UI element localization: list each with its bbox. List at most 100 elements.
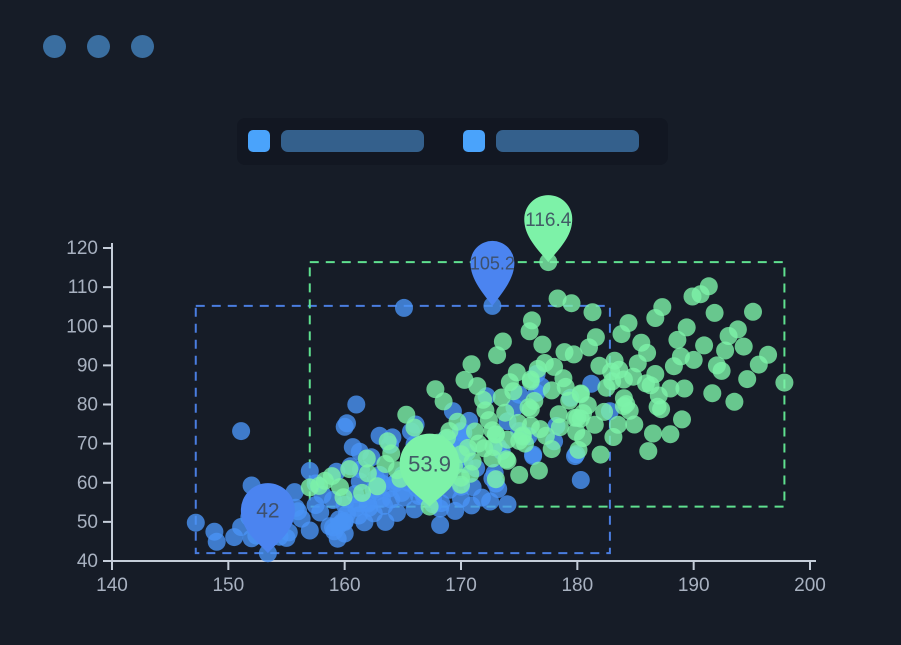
scatter-point-series-blue[interactable] — [355, 513, 374, 532]
scatter-point-series-green[interactable] — [548, 289, 567, 308]
scatter-point-series-blue[interactable] — [375, 496, 394, 515]
window-dot-1[interactable] — [43, 35, 66, 58]
scatter-point-series-green[interactable] — [340, 460, 359, 479]
scatter-point-series-blue[interactable] — [392, 483, 411, 502]
scatter-point-series-green[interactable] — [475, 439, 494, 458]
scatter-point-series-green[interactable] — [597, 378, 616, 397]
scatter-point-series-blue[interactable] — [347, 498, 366, 517]
scatter-point-series-green[interactable] — [775, 373, 794, 392]
scatter-point-series-green[interactable] — [368, 477, 387, 496]
scatter-point-series-blue[interactable] — [343, 438, 362, 457]
scatter-point-series-green[interactable] — [539, 253, 558, 272]
legend-item-series-green[interactable] — [463, 130, 639, 152]
scatter-point-series-blue[interactable] — [335, 417, 354, 436]
scatter-point-series-green[interactable] — [496, 403, 515, 422]
scatter-point-series-green[interactable] — [459, 438, 477, 457]
scatter-point-series-green[interactable] — [533, 335, 552, 354]
scatter-point-series-green[interactable] — [725, 392, 744, 411]
scatter-point-series-blue[interactable] — [311, 503, 330, 522]
scatter-point-series-green[interactable] — [493, 332, 512, 351]
scatter-point-series-green[interactable] — [699, 277, 718, 296]
scatter-point-series-green[interactable] — [479, 411, 498, 430]
scatter-point-series-green[interactable] — [519, 398, 538, 417]
scatter-point-series-green[interactable] — [591, 445, 610, 464]
scatter-point-series-green[interactable] — [529, 461, 548, 480]
scatter-point-series-green[interactable] — [578, 396, 597, 415]
scatter-point-series-blue[interactable] — [186, 513, 205, 532]
mark-point-pin-min-series-green[interactable] — [399, 433, 460, 507]
scatter-point-series-green[interactable] — [455, 370, 474, 389]
scatter-point-series-blue[interactable] — [258, 544, 277, 563]
scatter-point-series-green[interactable] — [357, 449, 376, 468]
scatter-point-series-green[interactable] — [353, 483, 372, 502]
scatter-point-series-green[interactable] — [668, 330, 687, 349]
scatter-point-series-green[interactable] — [466, 422, 484, 441]
scatter-point-series-green[interactable] — [448, 412, 467, 431]
scatter-point-series-blue[interactable] — [405, 500, 424, 519]
scatter-point-series-green[interactable] — [567, 422, 586, 441]
scatter-point-series-green[interactable] — [461, 464, 480, 483]
scatter-point-series-green[interactable] — [653, 298, 672, 317]
scatter-point-series-green[interactable] — [528, 359, 547, 378]
scatter-point-series-blue[interactable] — [571, 471, 590, 489]
scatter-point-series-green[interactable] — [728, 320, 747, 339]
scatter-point-series-green[interactable] — [486, 425, 505, 444]
scatter-point-series-green[interactable] — [523, 311, 541, 330]
window-dot-3[interactable] — [131, 35, 154, 58]
scatter-point-series-green[interactable] — [673, 410, 691, 429]
scatter-point-series-green[interactable] — [509, 413, 527, 432]
scatter-point-series-green[interactable] — [705, 303, 724, 322]
scatter-point-series-green[interactable] — [426, 380, 445, 399]
scatter-point-series-green[interactable] — [716, 341, 735, 360]
scatter-point-series-green[interactable] — [595, 402, 614, 421]
scatter-point-series-green[interactable] — [648, 397, 667, 416]
scatter-point-series-green[interactable] — [639, 442, 658, 461]
scatter-point-series-green[interactable] — [661, 425, 680, 444]
scatter-point-series-green[interactable] — [549, 405, 568, 424]
scatter-point-series-green[interactable] — [554, 369, 573, 388]
scatter-point-series-green[interactable] — [580, 338, 598, 357]
scatter-point-series-green[interactable] — [734, 337, 753, 356]
scatter-point-series-green[interactable] — [637, 374, 655, 393]
scatter-point-series-green[interactable] — [619, 314, 638, 333]
scatter-point-series-blue[interactable] — [347, 395, 366, 414]
scatter-point-series-green[interactable] — [759, 345, 778, 364]
scatter-point-series-green[interactable] — [497, 450, 516, 469]
scatter-point-series-green[interactable] — [510, 431, 529, 450]
scatter-point-series-green[interactable] — [486, 470, 505, 489]
scatter-point-series-blue[interactable] — [498, 495, 517, 514]
scatter-point-series-green[interactable] — [625, 415, 644, 434]
scatter-point-series-green[interactable] — [510, 465, 529, 484]
scatter-point-series-green[interactable] — [569, 440, 588, 459]
scatter-point-series-green[interactable] — [405, 418, 424, 437]
scatter-point-series-green[interactable] — [617, 395, 636, 414]
scatter-point-series-green[interactable] — [542, 381, 561, 400]
scatter-point-series-blue[interactable] — [292, 509, 311, 528]
scatter-point-series-green[interactable] — [310, 476, 329, 495]
scatter-point-series-green[interactable] — [604, 428, 623, 446]
scatter-point-series-green[interactable] — [397, 405, 416, 424]
mark-point-pin-max-series-blue[interactable] — [470, 240, 515, 306]
scatter-point-series-green[interactable] — [683, 287, 702, 306]
scatter-point-series-blue[interactable] — [431, 516, 450, 534]
scatter-point-series-green[interactable] — [474, 390, 493, 409]
scatter-point-series-blue[interactable] — [395, 298, 413, 317]
scatter-point-series-blue[interactable] — [320, 517, 339, 536]
scatter-point-series-green[interactable] — [738, 370, 757, 389]
scatter-point-series-green[interactable] — [585, 415, 604, 434]
scatter-point-series-blue[interactable] — [205, 522, 224, 541]
scatter-point-series-green[interactable] — [703, 384, 722, 403]
scatter-point-series-green[interactable] — [562, 294, 581, 313]
scatter-point-series-green[interactable] — [583, 303, 602, 322]
scatter-point-series-green[interactable] — [378, 432, 397, 451]
scatter-point-series-green[interactable] — [560, 391, 579, 410]
scatter-point-series-green[interactable] — [555, 343, 574, 362]
scatter-point-series-blue[interactable] — [483, 296, 502, 315]
mark-point-pin-min-series-blue[interactable] — [240, 483, 295, 554]
scatter-point-series-green[interactable] — [664, 357, 683, 376]
window-dot-2[interactable] — [87, 35, 110, 58]
scatter-point-series-green[interactable] — [632, 333, 651, 352]
scatter-point-series-green[interactable] — [677, 318, 696, 337]
scatter-point-series-green[interactable] — [488, 346, 507, 365]
scatter-point-series-green[interactable] — [590, 356, 609, 375]
